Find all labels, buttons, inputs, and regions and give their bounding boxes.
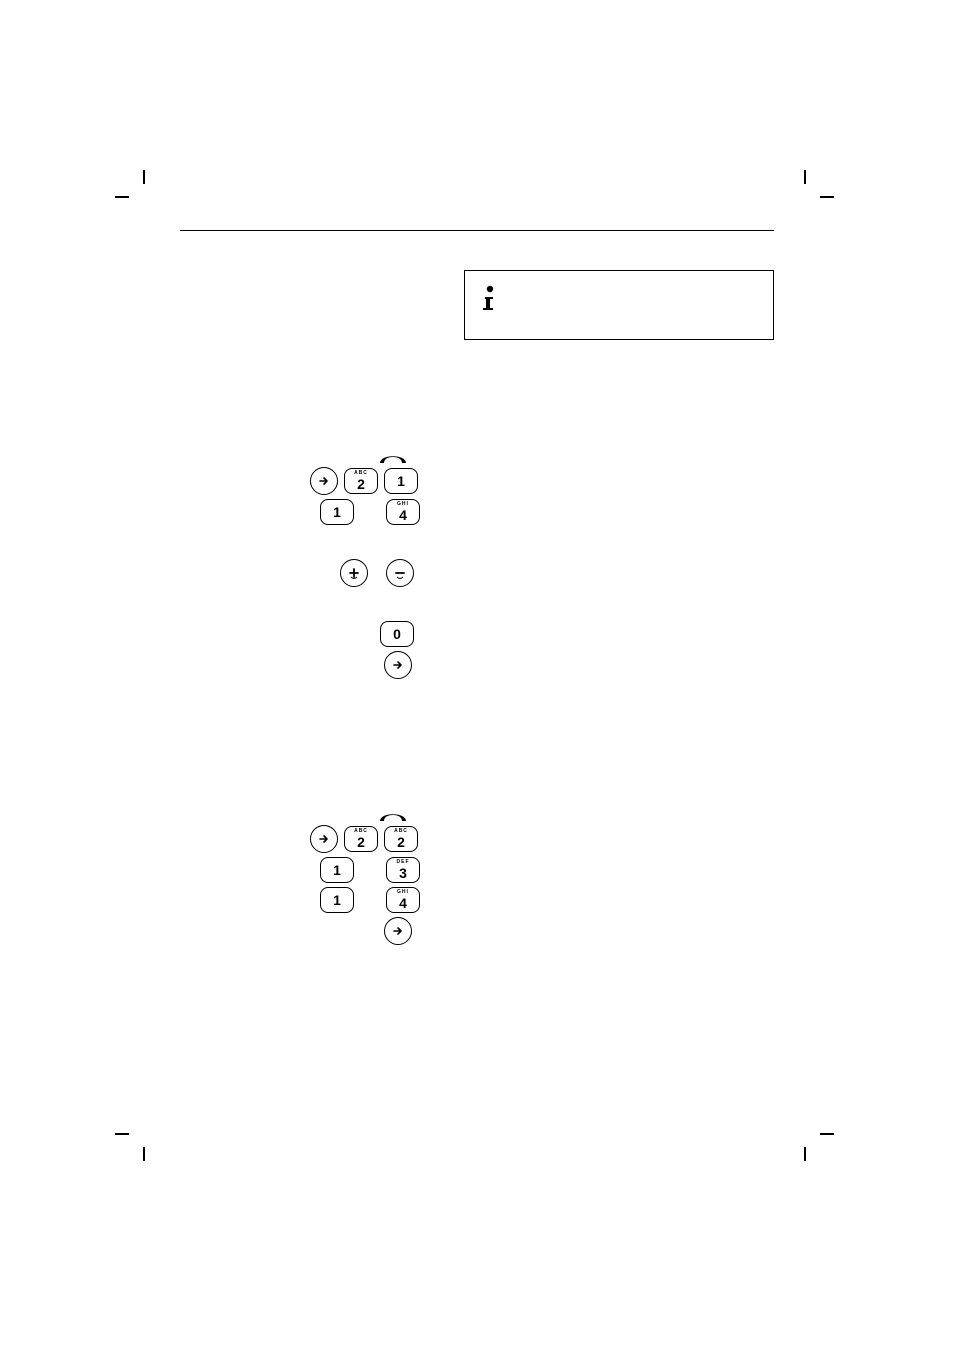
volume-down-icon	[386, 559, 414, 587]
key-row: 0	[180, 621, 774, 647]
key-2: ABC 2	[344, 826, 378, 852]
key-1: 1	[320, 857, 354, 883]
nav-right-icon	[384, 917, 412, 945]
key-digit: 3	[399, 866, 407, 880]
key-3: DEF 3	[386, 857, 420, 883]
key-1: 1	[320, 499, 354, 525]
page: ABC 2 1 1 GHI 4	[0, 0, 954, 1351]
keypad-sequence-2: ABC 2 ABC 2 1 DEF 3	[180, 809, 774, 945]
key-row: ABC 2 ABC 2	[180, 825, 774, 853]
crop-mark-bottom-left	[115, 1121, 155, 1161]
spacer	[180, 591, 774, 617]
key-letters: ABC	[345, 828, 377, 834]
key-4: GHI 4	[386, 499, 420, 525]
key-digit: 1	[333, 863, 341, 877]
key-row: 1 GHI 4	[180, 887, 774, 913]
key-1: 1	[320, 887, 354, 913]
info-box	[464, 270, 774, 340]
volume-up-icon	[340, 559, 368, 587]
key-4: GHI 4	[386, 887, 420, 913]
key-row: 1 GHI 4	[180, 499, 774, 525]
handset-icon	[376, 809, 410, 821]
key-0: 0	[380, 621, 414, 647]
nav-right-icon	[310, 825, 338, 853]
key-letters: DEF	[387, 859, 419, 865]
nav-right-icon	[310, 467, 338, 495]
info-icon	[479, 285, 501, 315]
crop-mark-bottom-right	[794, 1121, 834, 1161]
crop-mark-top-right	[794, 170, 834, 210]
key-letters: ABC	[345, 470, 377, 476]
key-letters: GHI	[387, 501, 419, 507]
header-rule	[180, 230, 774, 231]
keypad-sequence-1: ABC 2 1 1 GHI 4	[180, 451, 774, 679]
key-digit: 2	[357, 835, 365, 849]
key-row	[180, 651, 774, 679]
key-digit: 1	[397, 474, 405, 488]
key-row	[180, 559, 774, 587]
content-area: ABC 2 1 1 GHI 4	[180, 230, 774, 949]
key-digit: 1	[333, 505, 341, 519]
key-letters: GHI	[387, 889, 419, 895]
key-digit: 2	[397, 835, 405, 849]
key-row	[180, 917, 774, 945]
key-1: 1	[384, 468, 418, 494]
key-digit: 1	[333, 893, 341, 907]
key-digit: 0	[393, 627, 401, 641]
key-digit: 4	[399, 896, 407, 910]
key-2: ABC 2	[384, 826, 418, 852]
key-letters: ABC	[385, 828, 417, 834]
key-digit: 4	[399, 508, 407, 522]
key-row: 1 DEF 3	[180, 857, 774, 883]
handset-icon	[376, 451, 410, 463]
key-2: ABC 2	[344, 468, 378, 494]
key-digit: 2	[357, 477, 365, 491]
crop-mark-top-left	[115, 170, 155, 210]
nav-right-icon	[384, 651, 412, 679]
spacer	[180, 529, 774, 555]
key-row: ABC 2 1	[180, 467, 774, 495]
